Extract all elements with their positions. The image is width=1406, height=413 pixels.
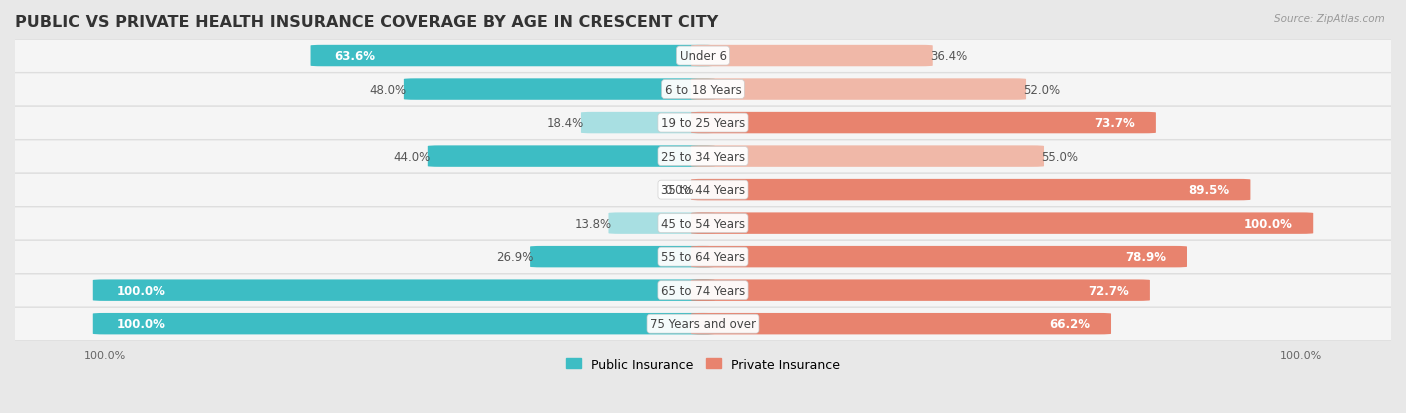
Text: 0.0%: 0.0% <box>665 184 695 197</box>
FancyBboxPatch shape <box>0 308 1406 341</box>
FancyBboxPatch shape <box>0 275 1406 308</box>
FancyBboxPatch shape <box>0 241 1406 274</box>
FancyBboxPatch shape <box>311 46 716 67</box>
FancyBboxPatch shape <box>690 180 1250 201</box>
Text: 66.2%: 66.2% <box>1049 318 1090 330</box>
FancyBboxPatch shape <box>0 241 1406 274</box>
FancyBboxPatch shape <box>581 113 716 134</box>
Text: 73.7%: 73.7% <box>1094 117 1135 130</box>
FancyBboxPatch shape <box>93 280 716 301</box>
FancyBboxPatch shape <box>93 313 716 335</box>
Text: Under 6: Under 6 <box>679 50 727 63</box>
Text: 19 to 25 Years: 19 to 25 Years <box>661 117 745 130</box>
FancyBboxPatch shape <box>0 274 1406 307</box>
Text: 100.0%: 100.0% <box>117 318 166 330</box>
FancyBboxPatch shape <box>427 146 716 167</box>
FancyBboxPatch shape <box>0 107 1406 140</box>
Text: 75 Years and over: 75 Years and over <box>650 318 756 330</box>
Text: 52.0%: 52.0% <box>1024 83 1060 96</box>
FancyBboxPatch shape <box>690 113 1156 134</box>
FancyBboxPatch shape <box>0 141 1406 174</box>
Text: 100.0%: 100.0% <box>117 284 166 297</box>
FancyBboxPatch shape <box>404 79 716 100</box>
FancyBboxPatch shape <box>690 146 1045 167</box>
Text: 26.9%: 26.9% <box>496 251 533 263</box>
FancyBboxPatch shape <box>0 174 1406 207</box>
Text: 35 to 44 Years: 35 to 44 Years <box>661 184 745 197</box>
Text: 13.8%: 13.8% <box>574 217 612 230</box>
Text: PUBLIC VS PRIVATE HEALTH INSURANCE COVERAGE BY AGE IN CRESCENT CITY: PUBLIC VS PRIVATE HEALTH INSURANCE COVER… <box>15 15 718 30</box>
FancyBboxPatch shape <box>690 213 1313 234</box>
FancyBboxPatch shape <box>690 246 1187 268</box>
Text: 65 to 74 Years: 65 to 74 Years <box>661 284 745 297</box>
FancyBboxPatch shape <box>690 79 1026 100</box>
Text: 25 to 34 Years: 25 to 34 Years <box>661 150 745 163</box>
Text: 36.4%: 36.4% <box>929 50 967 63</box>
FancyBboxPatch shape <box>690 280 1150 301</box>
FancyBboxPatch shape <box>690 46 932 67</box>
Text: 44.0%: 44.0% <box>394 150 430 163</box>
Text: 6 to 18 Years: 6 to 18 Years <box>665 83 741 96</box>
Text: 89.5%: 89.5% <box>1188 184 1229 197</box>
FancyBboxPatch shape <box>0 141 1406 173</box>
FancyBboxPatch shape <box>0 208 1406 240</box>
FancyBboxPatch shape <box>0 174 1406 207</box>
FancyBboxPatch shape <box>690 313 1111 335</box>
FancyBboxPatch shape <box>0 208 1406 241</box>
Text: 72.7%: 72.7% <box>1088 284 1129 297</box>
FancyBboxPatch shape <box>609 213 716 234</box>
FancyBboxPatch shape <box>0 308 1406 341</box>
FancyBboxPatch shape <box>0 40 1406 73</box>
Text: 18.4%: 18.4% <box>547 117 583 130</box>
Text: 100.0%: 100.0% <box>1243 217 1292 230</box>
FancyBboxPatch shape <box>530 246 716 268</box>
Text: 55.0%: 55.0% <box>1040 150 1078 163</box>
Text: 55 to 64 Years: 55 to 64 Years <box>661 251 745 263</box>
FancyBboxPatch shape <box>0 41 1406 74</box>
Text: Source: ZipAtlas.com: Source: ZipAtlas.com <box>1274 14 1385 24</box>
Text: 78.9%: 78.9% <box>1125 251 1166 263</box>
Legend: Public Insurance, Private Insurance: Public Insurance, Private Insurance <box>561 353 845 375</box>
Text: 45 to 54 Years: 45 to 54 Years <box>661 217 745 230</box>
FancyBboxPatch shape <box>0 74 1406 107</box>
FancyBboxPatch shape <box>0 74 1406 107</box>
Text: 48.0%: 48.0% <box>370 83 406 96</box>
Text: 63.6%: 63.6% <box>335 50 375 63</box>
FancyBboxPatch shape <box>0 107 1406 140</box>
